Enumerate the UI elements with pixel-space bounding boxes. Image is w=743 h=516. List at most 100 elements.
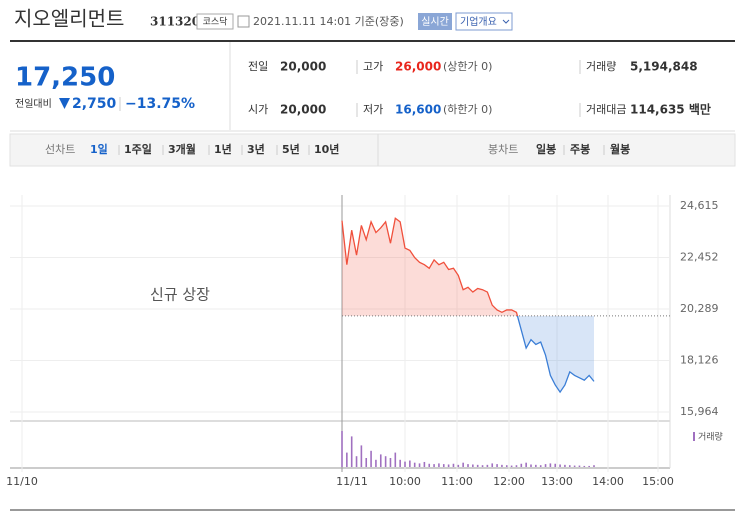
volume-bar [520, 463, 523, 467]
x-tick-label: 10:00 [389, 475, 421, 488]
volume-bar [346, 452, 348, 467]
volume-bar [472, 464, 474, 467]
realtime-button[interactable] [418, 13, 452, 30]
volume-bar [399, 459, 401, 467]
realtime-label: 실시간 [421, 16, 449, 28]
volume-bar [379, 454, 382, 467]
candle-tab[interactable]: 주봉 [570, 143, 590, 156]
volume-bar [573, 465, 576, 467]
stat-value: 16,600 [395, 103, 441, 117]
stat-label: 시가 [248, 103, 268, 116]
stock-name: 지오엘리먼트 [14, 7, 124, 31]
volume-bar [578, 465, 581, 467]
calendar-icon [237, 15, 250, 28]
volume-bar [515, 465, 518, 467]
volume-bar [544, 464, 547, 467]
volume-bar [549, 463, 552, 467]
stat-note: (하한가 0) [443, 102, 492, 116]
period-tab[interactable]: 5년 [282, 142, 300, 156]
volume-bar [496, 464, 498, 467]
volume-bar [462, 462, 464, 467]
volume-bar [486, 464, 489, 467]
volume-bar [389, 458, 392, 467]
volume-bar [360, 445, 363, 467]
volume-bar [418, 463, 421, 467]
y-tick-label: 24,615 [680, 199, 719, 212]
stat-value: 26,000 [395, 60, 441, 74]
volume-bar [593, 465, 595, 467]
candle-tab[interactable]: 일봉 [536, 142, 556, 156]
y-tick-label: 15,964 [680, 405, 719, 418]
y-tick-label: 22,452 [680, 251, 719, 264]
period-tab[interactable]: 1년 [214, 142, 232, 156]
volume-bar [559, 464, 561, 467]
volume-bar [525, 462, 527, 467]
x-tick-label: 15:00 [642, 475, 674, 488]
volume-bar [554, 463, 557, 467]
x-tick-label: 14:00 [592, 475, 624, 488]
volume-bar [491, 463, 494, 467]
period-tab[interactable]: 10년 [314, 142, 339, 156]
stat-label: 고가 [363, 60, 383, 73]
volume-bar [442, 464, 445, 467]
volume-bar [476, 464, 479, 467]
price-area [342, 218, 594, 393]
period-tab[interactable]: 1주일 [124, 142, 152, 156]
volume-bar [370, 450, 372, 467]
volume-bar [409, 460, 411, 467]
volume-bar [384, 456, 387, 467]
volume-bar [530, 464, 532, 467]
y-tick-label: 20,289 [680, 302, 719, 315]
x-tick-label: 13:00 [541, 475, 573, 488]
market-label: 코스닥 [203, 17, 228, 28]
candle-chart-label: 봉차트 [488, 143, 518, 156]
dropdown-arrow [502, 19, 510, 24]
volume-bar [583, 465, 586, 467]
period-tab[interactable]: 1일 [90, 142, 108, 156]
stat-value: 5,194,848 [630, 60, 698, 74]
volume-bar [375, 459, 377, 467]
volume-bar [535, 464, 537, 467]
y-tick-label: 18,126 [680, 354, 719, 367]
overview-button[interactable] [455, 12, 513, 31]
timestamp: 2021.11.11 14:01 기준(장중) [253, 15, 404, 28]
volume-bar [341, 431, 343, 467]
overview-label: 기업개요 [460, 15, 497, 28]
volume-bar [457, 464, 460, 467]
x-tick-label: 11/10 [6, 475, 38, 488]
stat-value: 20,000 [280, 103, 326, 117]
volume-bar [588, 465, 590, 467]
legend-swatch [693, 432, 695, 441]
x-tick-label: 12:00 [493, 475, 525, 488]
volume-bar [423, 461, 426, 467]
legend-label: 거래량 [698, 431, 723, 443]
tab-bar [9, 133, 736, 167]
annotation: 신규 상장 [150, 286, 210, 304]
candle-tab[interactable]: 월봉 [610, 142, 630, 156]
period-tab[interactable]: 3개월 [168, 142, 196, 156]
stat-label: 거래량 [586, 60, 616, 73]
volume-bar [481, 465, 484, 467]
volume-bar [413, 462, 416, 467]
stock-code: 311320 [150, 15, 200, 29]
change-percent: −13.75% [125, 96, 195, 112]
volume-bar [568, 465, 571, 467]
stat-label: 저가 [363, 103, 383, 116]
period-tab[interactable]: 3년 [247, 142, 265, 156]
volume-bar [452, 463, 455, 467]
change-label: 전일대비 [15, 98, 52, 110]
volume-bar [564, 464, 566, 467]
stat-value: 20,000 [280, 60, 326, 74]
x-tick-label: 11/11 [336, 475, 368, 488]
volume-bar [350, 436, 353, 467]
down-triangle [59, 98, 70, 109]
volume-bar [501, 464, 503, 467]
volume-bar [447, 464, 450, 467]
price-line [341, 217, 595, 394]
stat-label: 거래대금 [586, 103, 626, 116]
volume-bar [404, 461, 406, 467]
x-tick-label: 11:00 [441, 475, 473, 488]
volume-bar [539, 465, 542, 467]
volume-bar [365, 458, 368, 467]
